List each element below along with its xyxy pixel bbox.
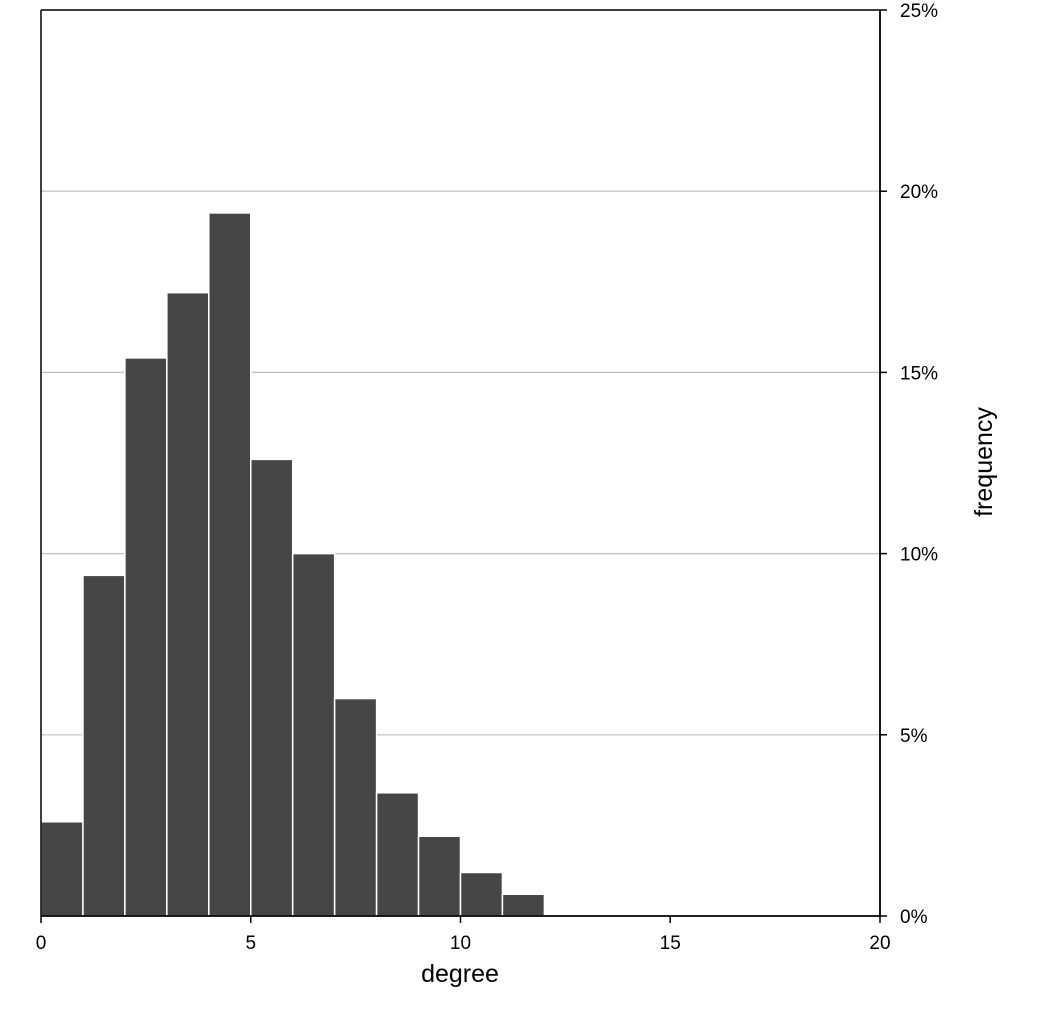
y-tick-label-1: 5% bbox=[900, 726, 928, 747]
histogram-bar-1 bbox=[82, 574, 126, 917]
y-tick-label-2: 10% bbox=[900, 545, 938, 566]
y-tick-label-3: 15% bbox=[900, 363, 938, 384]
y-tick-label-4: 20% bbox=[900, 182, 938, 203]
y-tick-label-0: 0% bbox=[900, 907, 928, 928]
y-tick-label-5: 25% bbox=[900, 1, 938, 22]
x-tick-label-0: 0 bbox=[36, 933, 47, 954]
histogram-bar-6 bbox=[291, 552, 336, 917]
histogram-bar-2 bbox=[124, 357, 168, 917]
histogram-bar-5 bbox=[250, 458, 294, 917]
bars-layer bbox=[40, 212, 546, 917]
histogram-bar-11 bbox=[501, 893, 546, 917]
histogram-bar-4 bbox=[208, 212, 252, 917]
histogram-bar-9 bbox=[417, 835, 462, 917]
ticks-layer: 0 5 10 15 20 0% 5% 10% 15% 20% 25% bbox=[36, 1, 938, 954]
x-tick-label-4: 20 bbox=[869, 933, 890, 954]
histogram-bar-3 bbox=[166, 291, 210, 917]
histogram-bar-8 bbox=[375, 792, 420, 917]
histogram-bar-7 bbox=[333, 697, 378, 917]
histogram-bar-10 bbox=[459, 871, 504, 917]
x-axis-label: degree bbox=[421, 960, 499, 988]
y-axis-label: frequency bbox=[970, 407, 998, 517]
histogram-bar-0 bbox=[40, 821, 84, 917]
x-tick-label-3: 15 bbox=[660, 933, 681, 954]
x-tick-label-1: 5 bbox=[245, 933, 256, 954]
x-tick-label-2: 10 bbox=[450, 933, 471, 954]
